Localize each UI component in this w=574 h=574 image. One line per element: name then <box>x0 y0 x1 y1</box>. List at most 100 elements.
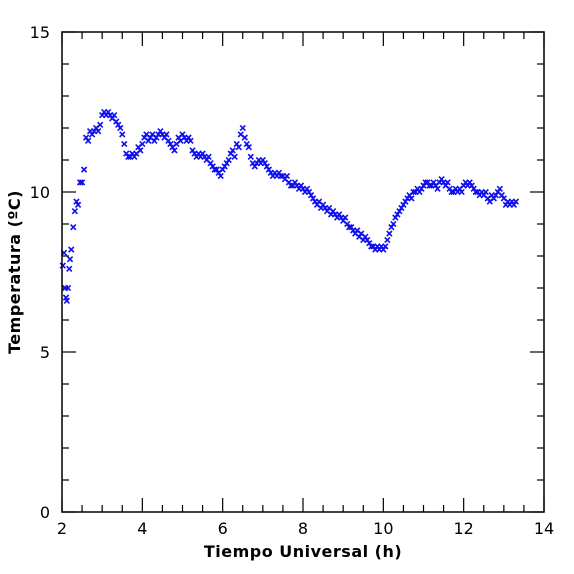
data-point <box>171 147 178 154</box>
data-point <box>400 201 407 208</box>
plot-frame <box>61 31 545 513</box>
data-point <box>408 195 415 202</box>
data-point <box>265 166 273 173</box>
data-point <box>418 185 425 192</box>
data-point <box>96 121 104 128</box>
data-point <box>297 182 305 189</box>
data-point <box>390 220 397 228</box>
data-point <box>396 208 403 215</box>
data-point <box>364 236 371 244</box>
data-point <box>66 265 73 272</box>
data-point <box>145 137 152 144</box>
data-point <box>241 134 248 141</box>
y-tick-label: 10 <box>30 183 50 202</box>
data-point <box>444 179 451 186</box>
data-point <box>80 166 88 173</box>
data-point <box>388 224 395 231</box>
data-point <box>94 128 102 135</box>
data-point <box>73 198 80 205</box>
data-point <box>416 188 423 196</box>
data-point <box>167 140 174 148</box>
data-point <box>342 214 349 221</box>
data-point <box>305 188 313 196</box>
data-point <box>261 160 269 167</box>
data-point <box>382 243 389 250</box>
data-point <box>199 150 206 157</box>
data-point <box>76 179 84 186</box>
data-point <box>59 262 66 269</box>
data-point <box>64 284 72 292</box>
data-point <box>205 153 212 160</box>
y-tick-label: 5 <box>40 343 50 362</box>
data-point <box>394 211 401 218</box>
data-point <box>490 195 497 202</box>
data-point <box>392 214 399 221</box>
data-point <box>243 140 250 148</box>
data-point <box>229 147 236 154</box>
data-point <box>189 147 196 154</box>
data-point <box>115 121 122 128</box>
data-point <box>225 156 232 164</box>
data-point <box>512 198 520 205</box>
data-point <box>153 134 160 141</box>
x-tick-label: 8 <box>298 519 308 538</box>
data-point <box>335 211 343 218</box>
x-tick-label: 12 <box>453 519 473 538</box>
data-point <box>430 179 437 186</box>
data-point <box>111 112 118 119</box>
x-tick-label: 14 <box>534 519 554 538</box>
data-point <box>151 137 158 144</box>
data-point <box>139 140 146 148</box>
x-tick-label: 4 <box>137 519 147 538</box>
y-tick-label: 15 <box>30 23 50 42</box>
tick-labels: 2 4 6 8 10 12 14 0 5 10 15 <box>30 23 555 538</box>
data-point <box>329 208 337 215</box>
data-point <box>66 256 74 263</box>
x-axis-label: Tiempo Universal (h) <box>204 542 402 561</box>
data-point <box>219 166 226 173</box>
x-tick-label: 2 <box>57 519 67 538</box>
data-point <box>121 140 128 148</box>
axis-ticks <box>61 31 545 513</box>
data-point <box>319 201 327 208</box>
y-axis-label: Temperatura (ºC) <box>5 190 24 354</box>
data-point <box>402 198 409 205</box>
data-markers <box>59 108 520 304</box>
data-point <box>245 144 252 151</box>
data-point <box>187 137 194 144</box>
data-point <box>348 224 355 231</box>
data-point <box>157 128 164 135</box>
data-point <box>231 153 238 160</box>
data-point <box>309 195 317 202</box>
data-point <box>63 297 70 304</box>
data-point <box>259 156 266 164</box>
data-point <box>165 137 172 144</box>
data-point <box>458 188 465 196</box>
data-point <box>113 118 120 125</box>
data-point <box>88 131 96 138</box>
data-point <box>498 192 505 199</box>
data-point <box>466 179 473 186</box>
data-point <box>185 134 192 141</box>
data-point <box>70 224 77 231</box>
data-point <box>207 160 214 167</box>
data-point <box>105 108 112 116</box>
data-point <box>119 131 126 138</box>
data-point <box>247 153 254 160</box>
data-point <box>117 124 124 132</box>
data-point <box>221 163 228 170</box>
data-point <box>71 208 79 215</box>
data-point <box>251 163 258 170</box>
data-point <box>468 182 475 189</box>
data-point <box>386 230 393 237</box>
data-point <box>384 236 391 244</box>
data-point <box>82 134 90 141</box>
data-point <box>283 172 291 180</box>
data-point <box>235 144 242 151</box>
data-point <box>307 192 315 199</box>
data-point <box>223 160 230 167</box>
data-point <box>179 131 186 138</box>
data-point <box>68 246 75 253</box>
data-point <box>362 233 369 240</box>
